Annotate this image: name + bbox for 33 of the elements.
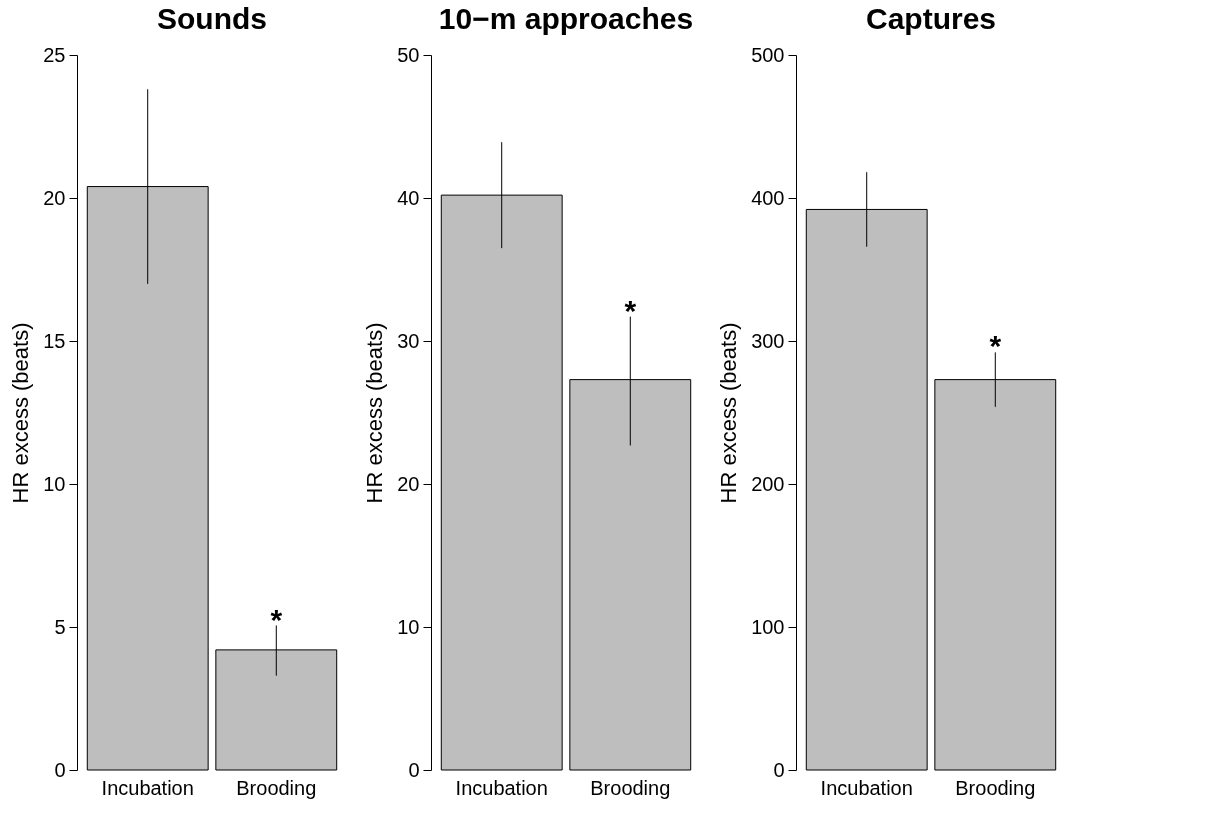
y-axis-title: HR excess (beats) [716, 322, 742, 504]
y-tick-label: 300 [751, 329, 785, 352]
x-tick-label: Incubation [820, 776, 913, 799]
y-tick-label: 30 [397, 329, 420, 352]
chart-title: Sounds [157, 2, 267, 35]
annotation: * [270, 602, 283, 636]
y-tick-label: 20 [43, 186, 66, 209]
y-tick-label: 40 [397, 186, 420, 209]
y-tick-label: 100 [751, 615, 785, 638]
y-tick-label: 500 [751, 43, 785, 66]
x-tick-label: Brooding [236, 776, 317, 799]
annotation: * [624, 293, 637, 327]
y-tick-label: 50 [397, 43, 420, 66]
y-tick-label: 20 [397, 472, 420, 495]
chart-title: 10−m approaches [438, 2, 694, 35]
y-tick-label: 0 [773, 758, 785, 781]
chart-title: Captures [865, 2, 997, 35]
x-tick-label: Incubation [101, 776, 194, 799]
y-tick-label: 0 [408, 758, 420, 781]
x-tick-label: Brooding [955, 776, 1036, 799]
x-tick-label: Incubation [455, 776, 548, 799]
y-tick-label: 25 [43, 43, 66, 66]
x-tick-label: Brooding [590, 776, 671, 799]
y-axis-title: HR excess (beats) [362, 322, 388, 504]
y-tick-label: 400 [751, 186, 785, 209]
y-tick-label: 10 [43, 472, 66, 495]
y-tick-label: 10 [397, 615, 420, 638]
y-tick-label: 15 [43, 329, 66, 352]
y-tick-label: 0 [54, 758, 66, 781]
annotation: * [989, 329, 1002, 363]
y-tick-label: 200 [751, 472, 785, 495]
y-tick-label: 5 [54, 615, 66, 638]
y-axis-title: HR excess (beats) [8, 322, 34, 504]
